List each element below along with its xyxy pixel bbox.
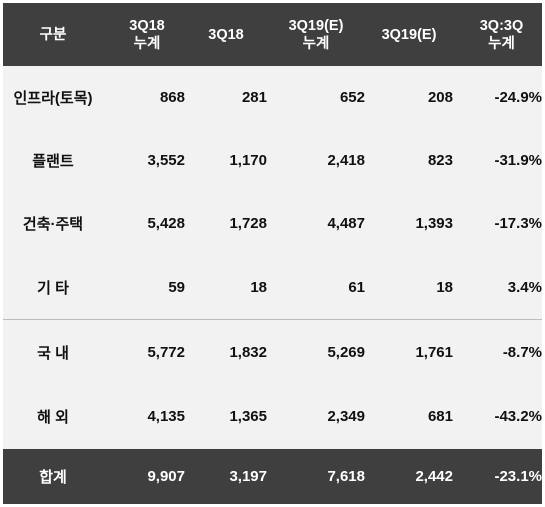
header-category: 구분 (39, 26, 67, 43)
total-value: -23.1% (494, 468, 542, 485)
cell-value: 823 (427, 152, 453, 169)
cell-value: 4,135 (147, 408, 185, 425)
cell-value: 61 (348, 278, 365, 296)
cell-value: 5,772 (147, 343, 185, 361)
cell-value: 3.4% (507, 278, 542, 296)
header-yoy-cumulative: 3Q:3Q 누계 (479, 17, 524, 52)
cell-value: -31.9% (494, 152, 542, 169)
cell-value: 1,365 (229, 408, 267, 425)
table-row: 국 내 5,772 1,832 5,269 1,761 -8.7% (3, 320, 542, 384)
cell-value: 1,761 (415, 343, 453, 361)
total-value: 9,907 (147, 468, 185, 485)
table-body (3, 66, 542, 449)
total-value: 3,197 (229, 468, 267, 485)
cell-value: 18 (436, 278, 453, 296)
row-separator (3, 319, 542, 320)
cell-value: 5,269 (327, 343, 365, 361)
header-3q19e: 3Q19(E) (381, 26, 437, 43)
cell-value: 59 (168, 278, 185, 296)
cell-value: 1,170 (229, 152, 267, 169)
cell-value: 1,728 (229, 215, 267, 232)
cell-value: 681 (427, 408, 453, 425)
row-label: 플랜트 (32, 153, 74, 170)
cell-value: 868 (159, 89, 185, 106)
total-value: 7,618 (327, 468, 365, 485)
data-table: 구분 3Q18 누계 3Q18 3Q19(E) 누계 3Q19(E) 3Q:3Q… (3, 3, 542, 504)
cell-value: 1,393 (415, 215, 453, 232)
row-label: 해 외 (37, 409, 69, 426)
total-value: 2,442 (415, 468, 453, 485)
table-row: 인프라(토목) 868 281 652 208 -24.9% (3, 66, 543, 129)
table-row: 플랜트 3,552 1,170 2,418 823 -31.9% (3, 129, 542, 192)
cell-value: 2,418 (327, 152, 365, 169)
cell-value: 3,552 (147, 152, 185, 169)
row-label: 기 타 (37, 279, 69, 297)
cell-value: 1,832 (229, 343, 267, 361)
cell-value: 2,349 (327, 408, 365, 425)
cell-value: 18 (250, 278, 267, 296)
total-row: 합계 9,907 3,197 7,618 2,442 -23.1% (3, 449, 542, 504)
header-3q18-cumulative: 3Q18 누계 (129, 17, 165, 52)
cell-value: 281 (241, 89, 267, 106)
total-label: 합계 (39, 469, 67, 486)
row-label: 국 내 (37, 344, 69, 362)
cell-value: -24.9% (494, 89, 542, 106)
header-3q19e-cumulative: 3Q19(E) 누계 (288, 17, 344, 52)
cell-value: -43.2% (494, 408, 542, 425)
row-label: 인프라(토목) (13, 90, 93, 107)
cell-value: 208 (427, 89, 453, 106)
cell-value: 5,428 (147, 215, 185, 232)
table-header: 구분 3Q18 누계 3Q18 3Q19(E) 누계 3Q19(E) 3Q:3Q… (3, 3, 542, 66)
table-row: 기 타 59 18 61 18 3.4% (3, 255, 542, 319)
table-row: 건축·주택 5,428 1,728 4,487 1,393 -17.3% (3, 192, 542, 255)
row-label: 건축·주택 (22, 216, 84, 233)
table-row: 해 외 4,135 1,365 2,349 681 -43.2% (3, 384, 542, 449)
cell-value: 4,487 (327, 215, 365, 232)
header-3q18: 3Q18 (208, 26, 244, 43)
cell-value: 652 (339, 89, 365, 106)
cell-value: -8.7% (502, 343, 542, 361)
cell-value: -17.3% (494, 215, 542, 232)
